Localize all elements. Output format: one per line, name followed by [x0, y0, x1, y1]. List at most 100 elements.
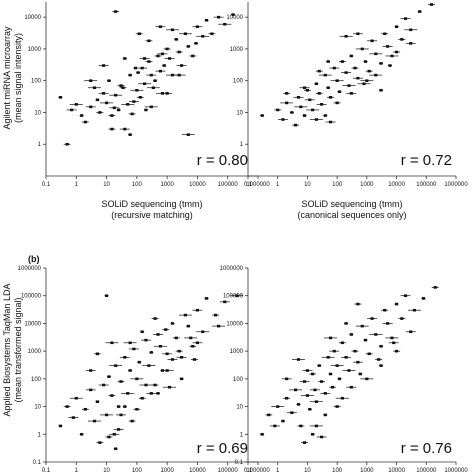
data-point	[311, 108, 315, 112]
data-point	[167, 57, 172, 60]
data-point	[392, 341, 396, 345]
x-tick-label: 1	[75, 468, 79, 474]
data-point	[110, 127, 114, 131]
y-tick-label: 10000	[24, 15, 41, 21]
data-point	[119, 380, 123, 383]
data-point	[147, 39, 151, 43]
data-point	[302, 380, 307, 383]
data-point	[158, 344, 163, 348]
data-point	[365, 377, 369, 381]
data-point	[110, 394, 114, 397]
data-point	[412, 308, 417, 312]
data-point	[71, 416, 75, 419]
y-tick-label: 100	[31, 79, 42, 85]
row-b-ylabel-line1: Applied Biosystems TaqMan LDA	[2, 284, 12, 417]
data-point	[216, 15, 221, 19]
data-point	[140, 66, 144, 70]
data-point	[374, 52, 378, 56]
x-tick-label: 10000	[388, 182, 405, 188]
data-point	[147, 60, 151, 63]
data-point	[80, 432, 84, 436]
data-point	[421, 297, 426, 300]
data-point	[349, 92, 353, 95]
data-point	[299, 105, 303, 109]
data-point	[285, 92, 289, 95]
data-point	[58, 424, 63, 428]
data-point	[328, 96, 333, 99]
data-point	[290, 411, 294, 415]
data-point	[138, 96, 142, 99]
y-tick-label: 1000	[230, 349, 244, 355]
y-tick-label: 1000000	[18, 266, 42, 272]
x-tick-label: 100000	[416, 182, 437, 188]
data-point	[192, 358, 197, 361]
data-point	[374, 333, 378, 336]
data-point	[179, 64, 184, 67]
data-point	[186, 133, 190, 136]
data-point	[95, 352, 100, 356]
data-point	[170, 28, 175, 32]
x-tick-label: 1000	[160, 468, 174, 474]
data-point	[285, 377, 289, 381]
data-point	[102, 383, 106, 387]
y-tick-label: 10	[236, 405, 243, 411]
data-point	[326, 355, 330, 359]
data-point	[296, 403, 301, 406]
data-point	[112, 432, 116, 436]
data-point	[186, 45, 190, 48]
data-point	[356, 360, 360, 364]
y-tick-label: 100	[233, 377, 244, 383]
data-point	[326, 86, 330, 90]
panel-a-right-xlabel-line1: SOLiD sequencing (tmm)	[301, 199, 402, 209]
data-point	[165, 352, 169, 356]
data-point	[104, 294, 109, 298]
y-tick-label: 10000	[24, 321, 41, 327]
data-point	[317, 364, 321, 367]
data-point	[296, 96, 301, 99]
data-point	[294, 388, 298, 392]
x-tick-label: 1000000	[246, 182, 270, 188]
data-point	[137, 360, 141, 364]
y-tick-label: 100	[31, 377, 42, 383]
data-point	[110, 114, 114, 117]
data-point	[58, 96, 63, 99]
x-tick-label: 1	[276, 468, 280, 474]
data-point	[337, 377, 342, 381]
data-point	[201, 330, 205, 334]
data-point	[409, 330, 413, 334]
data-point	[126, 103, 130, 106]
data-point	[114, 364, 118, 367]
y-tick-label: 1	[240, 432, 244, 438]
data-point	[104, 101, 109, 105]
data-point	[308, 407, 312, 411]
x-tick-label: 1000	[160, 182, 174, 188]
data-point	[356, 76, 360, 80]
y-tick-label: 100000	[21, 294, 42, 300]
data-point	[294, 123, 298, 127]
y-tick-label: 0.1	[33, 460, 42, 466]
data-point	[104, 413, 109, 417]
data-point	[149, 105, 153, 109]
x-tick-label: 1000000	[246, 468, 270, 474]
panel-a-left-xlabel-line1: SOLiD sequencing (tmm)	[101, 199, 202, 209]
y-tick-label: 10	[34, 110, 41, 116]
data-point	[403, 294, 408, 298]
data-point	[320, 435, 324, 439]
data-point	[302, 86, 307, 90]
data-point	[69, 108, 74, 112]
data-point	[379, 364, 383, 367]
data-point	[162, 64, 166, 67]
data-point	[285, 396, 289, 400]
y-tick-label: 1	[38, 432, 42, 438]
data-point	[390, 336, 394, 340]
data-point	[74, 396, 78, 400]
x-tick-label: 100	[132, 182, 143, 188]
data-point	[177, 73, 181, 77]
data-point	[409, 42, 413, 45]
data-point	[83, 120, 88, 124]
panel-b-label: (b)	[28, 254, 40, 264]
data-point	[119, 84, 123, 87]
data-point	[123, 127, 127, 131]
data-point	[156, 392, 160, 395]
correlation-label: r = 0.76	[401, 440, 452, 457]
